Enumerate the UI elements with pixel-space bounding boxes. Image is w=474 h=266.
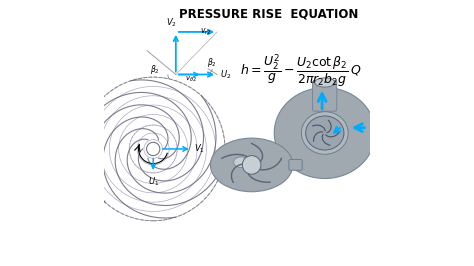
Text: $\beta_2$: $\beta_2$ xyxy=(150,63,159,76)
Text: $U_2$: $U_2$ xyxy=(220,68,231,81)
Text: $V_1$: $V_1$ xyxy=(194,143,205,155)
FancyBboxPatch shape xyxy=(312,80,337,111)
FancyBboxPatch shape xyxy=(371,125,392,141)
Circle shape xyxy=(146,142,160,156)
Ellipse shape xyxy=(210,138,293,192)
Ellipse shape xyxy=(274,88,375,178)
Text: $h = \dfrac{U_2^2}{g} - \dfrac{U_2 \cot\beta_2}{2\pi r_2 b_2 g}\,Q$: $h = \dfrac{U_2^2}{g} - \dfrac{U_2 \cot\… xyxy=(240,53,361,90)
Text: $V_2$: $V_2$ xyxy=(166,16,177,29)
Ellipse shape xyxy=(234,157,248,168)
Text: $v_{\theta 2}$: $v_{\theta 2}$ xyxy=(184,75,196,84)
Text: $v_{r2}$: $v_{r2}$ xyxy=(201,27,212,37)
Ellipse shape xyxy=(301,112,348,154)
Ellipse shape xyxy=(306,116,344,150)
Ellipse shape xyxy=(315,78,335,87)
Text: $U_1$: $U_1$ xyxy=(147,176,159,188)
Text: $\beta_2$: $\beta_2$ xyxy=(207,56,217,69)
Circle shape xyxy=(242,156,261,174)
FancyBboxPatch shape xyxy=(289,160,302,170)
Text: PRESSURE RISE  EQUATION: PRESSURE RISE EQUATION xyxy=(179,8,359,21)
